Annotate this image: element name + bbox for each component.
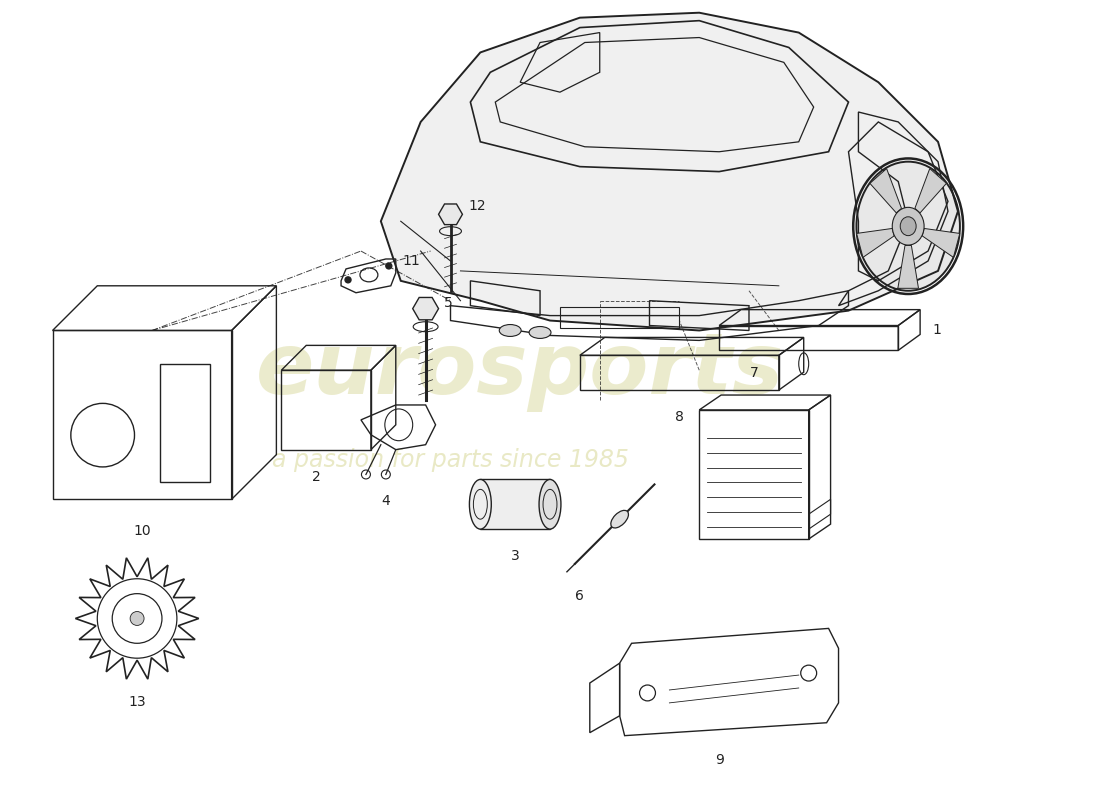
Polygon shape bbox=[915, 169, 946, 213]
Text: 9: 9 bbox=[715, 753, 724, 766]
Ellipse shape bbox=[470, 479, 492, 529]
Ellipse shape bbox=[499, 325, 521, 337]
Bar bbox=[719, 326, 899, 350]
Text: 11: 11 bbox=[403, 254, 420, 268]
Bar bbox=[282, 370, 371, 450]
Text: 4: 4 bbox=[382, 494, 390, 508]
Ellipse shape bbox=[539, 479, 561, 529]
Bar bbox=[560, 306, 680, 329]
Bar bbox=[580, 355, 779, 390]
Text: 5: 5 bbox=[443, 296, 452, 310]
Polygon shape bbox=[381, 13, 958, 330]
Text: eurosports: eurosports bbox=[256, 329, 784, 412]
Text: 1: 1 bbox=[932, 323, 940, 337]
Text: 10: 10 bbox=[133, 524, 151, 538]
Text: 8: 8 bbox=[675, 410, 684, 424]
Polygon shape bbox=[922, 229, 960, 258]
Text: 7: 7 bbox=[749, 366, 758, 380]
Ellipse shape bbox=[529, 326, 551, 338]
Text: a passion for parts since 1985: a passion for parts since 1985 bbox=[272, 447, 629, 471]
Polygon shape bbox=[870, 169, 902, 213]
Bar bbox=[481, 479, 550, 529]
Circle shape bbox=[130, 611, 144, 626]
Text: 2: 2 bbox=[311, 470, 320, 483]
Text: 13: 13 bbox=[129, 695, 146, 709]
Text: 12: 12 bbox=[469, 199, 486, 214]
Text: 3: 3 bbox=[510, 549, 519, 563]
Bar bbox=[53, 330, 232, 499]
Ellipse shape bbox=[857, 162, 960, 290]
Circle shape bbox=[386, 263, 392, 269]
Polygon shape bbox=[439, 204, 462, 225]
Polygon shape bbox=[857, 229, 894, 258]
Ellipse shape bbox=[610, 510, 628, 528]
Bar bbox=[700, 410, 808, 539]
Ellipse shape bbox=[900, 217, 916, 236]
Polygon shape bbox=[898, 246, 918, 288]
Circle shape bbox=[345, 277, 351, 283]
Polygon shape bbox=[412, 298, 439, 320]
Ellipse shape bbox=[892, 207, 924, 245]
Text: 6: 6 bbox=[575, 589, 584, 602]
